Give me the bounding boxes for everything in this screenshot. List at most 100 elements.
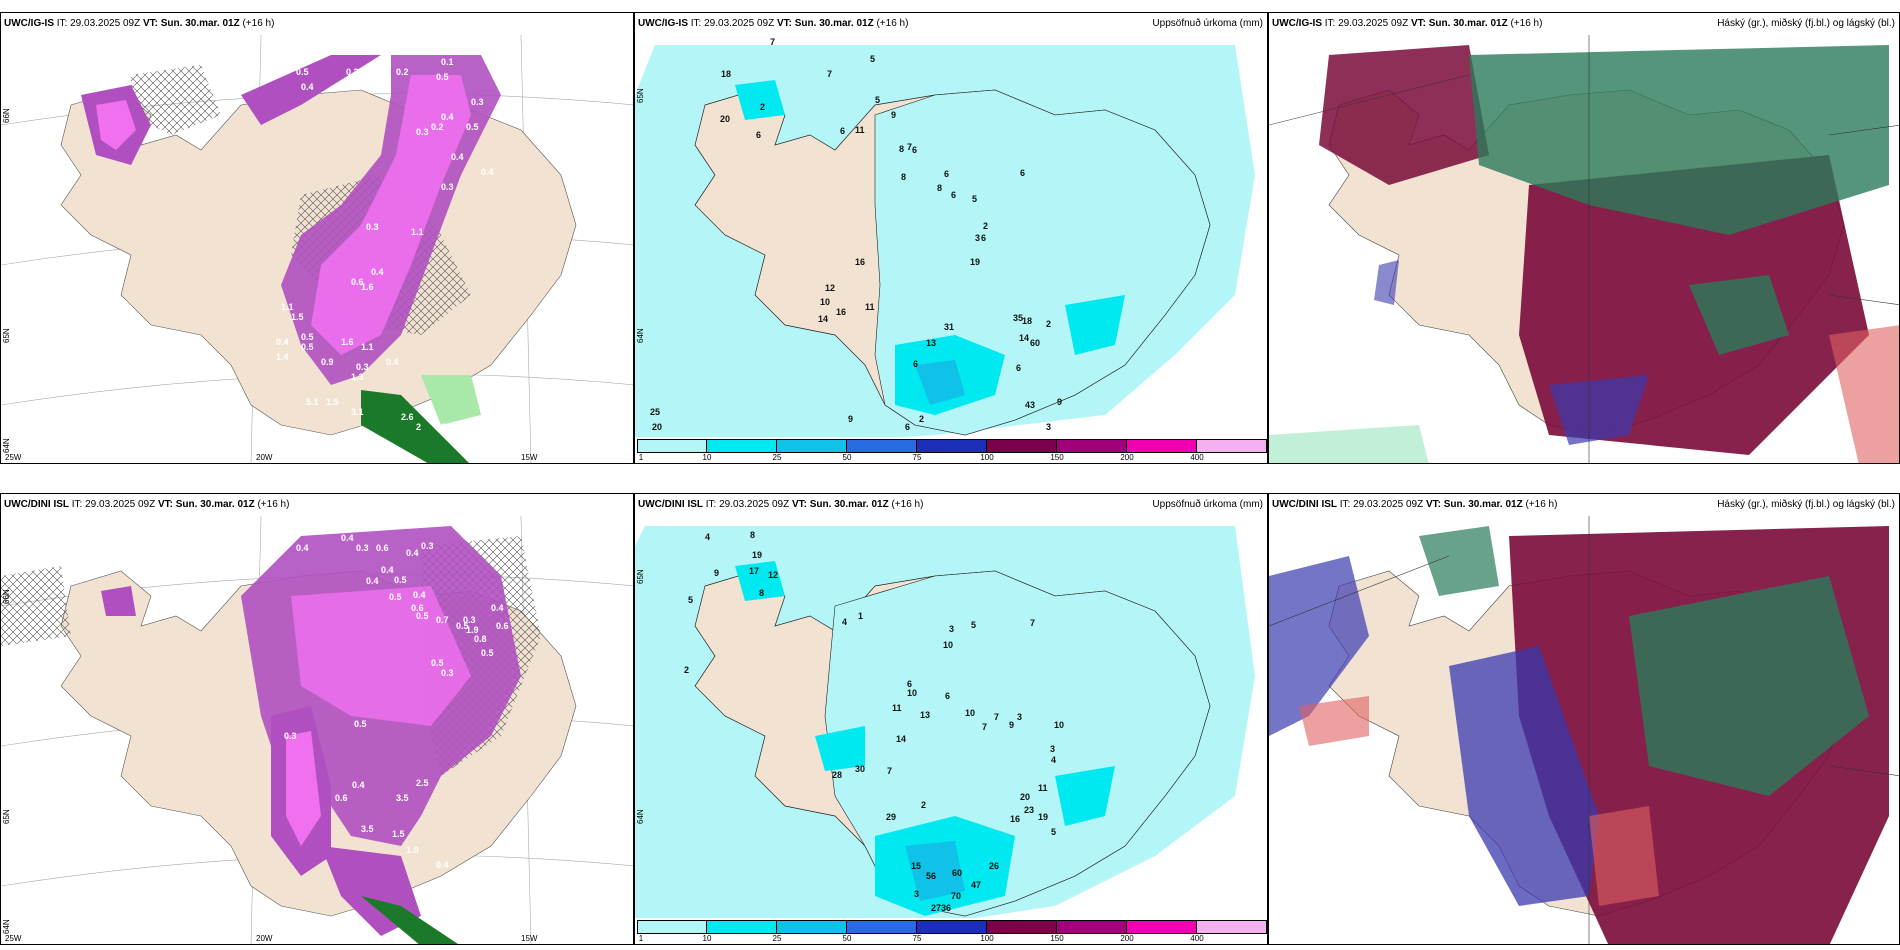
map-value-label: 0.2 (396, 67, 409, 77)
map-value-label: 1.5 (392, 829, 405, 839)
map-value-label: 2 (760, 102, 765, 112)
vt-label: VT: (142, 18, 158, 29)
colorbar-segment (1057, 439, 1127, 453)
low-cloud-area (1549, 375, 1649, 445)
snow-area (101, 586, 136, 616)
vt-value: Sun. 30.mar. 01Z (175, 499, 255, 510)
map-value-label: 0.4 (341, 533, 354, 543)
colorbar-segment (917, 439, 987, 453)
map-value-label: 0.6 (496, 621, 509, 631)
lon-label: 20W (256, 453, 273, 462)
map-value-label: 0.4 (413, 590, 426, 600)
map-value-label: 0.3 (356, 543, 369, 553)
map-value-label: 8 (899, 144, 904, 154)
map-value-label: 1.9 (466, 625, 479, 635)
colorbar-segment (847, 920, 917, 934)
map-value-label: 0.4 (296, 543, 309, 553)
lead-time: (+16 h) (891, 499, 924, 510)
map-value-label: 8 (901, 172, 906, 182)
map-value-label: 5.1 (306, 397, 319, 407)
map-value-label: 5 (870, 54, 875, 64)
colorbar-segment (987, 439, 1057, 453)
colorbar-segment (707, 439, 777, 453)
colorbar-segment (987, 920, 1057, 934)
colorbar-tick-label: 75 (912, 934, 922, 943)
map-value-label: 60 (952, 868, 962, 878)
map-value-label: 11 (892, 703, 902, 713)
it-value: 29.03.2025 09Z (719, 499, 790, 510)
mid-cloud-area (1629, 576, 1869, 796)
map-value-label: 3 (1050, 744, 1055, 754)
it-label: IT: (1324, 18, 1336, 29)
colorbar-segment (637, 439, 707, 453)
low-cloud-area (1829, 325, 1899, 463)
map-value-label: 31 (944, 322, 954, 332)
panel-top-middle: UWC/IG-IS IT: 29.03.2025 09Z VT: Sun. 30… (634, 12, 1268, 464)
map-value-label: 10 (907, 688, 917, 698)
mid-cloud-area (1419, 526, 1499, 596)
map-value-label: 0.4 (366, 576, 379, 586)
vt-value: Sun. 30.mar. 01Z (1428, 18, 1508, 29)
map-value-label: 30 (855, 764, 865, 774)
snow-area (286, 731, 321, 846)
map-accum-precip: 6775218206756119786868652636191612101416… (635, 35, 1267, 443)
map-value-label: 60 (1030, 338, 1040, 348)
map-value-label: 5 (972, 194, 977, 204)
map-value-label: 14 (1019, 333, 1029, 343)
map-value-label: 0.4 (436, 860, 449, 870)
map-value-label: 2 (684, 665, 689, 675)
map-value-label: 0.4 (491, 603, 504, 613)
map-value-label: 1.5 (291, 312, 304, 322)
map-snow-wind: 0.50.40.2 0.4 0.2 0.50.10.30.40.50.20.30.40… (1, 35, 633, 463)
map-value-label: 2 (983, 221, 988, 231)
low-cloud-area (1589, 806, 1659, 906)
map-value-label: 0.4 (371, 267, 384, 277)
lat-label: 65N (2, 328, 11, 343)
map-value-label: 7 (770, 37, 775, 47)
graticule (1269, 35, 1899, 463)
colorbar-tick-label: 200 (1120, 453, 1134, 462)
colorbar-segment (1057, 920, 1127, 934)
map-value-label: 0.6 (335, 793, 348, 803)
map-value-label: 2 (416, 422, 421, 432)
low-cloud-area (1269, 425, 1429, 463)
map-value-label: 20 (1020, 792, 1030, 802)
snow-area (96, 100, 136, 150)
colorbar-tick-label: 100 (980, 934, 994, 943)
it-label: IT: (705, 499, 717, 510)
colorbar-tick-label: 50 (842, 453, 852, 462)
mid-cloud-area (1689, 275, 1789, 355)
map-value-label: 0.1 (441, 57, 454, 67)
map-value-label: 0.5 (296, 67, 309, 77)
colorbar-segment (1127, 920, 1197, 934)
map-value-label: 11 (855, 125, 865, 135)
map-value-label: 0.3 (463, 615, 476, 625)
map-value-label: 25 (650, 407, 660, 417)
vt-label: VT: (1425, 499, 1441, 510)
model-name: UWC/DINI ISL (638, 499, 703, 510)
map-value-label: 5 (1051, 827, 1056, 837)
map-value-label: 14 (896, 734, 906, 744)
map-value-label: 16 (836, 307, 846, 317)
map-value-label: 13 (920, 710, 930, 720)
map-value-label: 6 (945, 691, 950, 701)
map-value-label: 4 (1051, 755, 1056, 765)
map-value-label: 2.5 (416, 778, 429, 788)
map-value-label: 1.0 (406, 845, 419, 855)
panel-header: UWC/IG-IS IT: 29.03.2025 09Z VT: Sun. 30… (1269, 13, 1899, 35)
map-value-label: 27 (931, 903, 941, 913)
map-value-label: 0.3 (421, 541, 434, 551)
map-value-label: 7 (887, 766, 892, 776)
map-value-label: 3 (1017, 712, 1022, 722)
map-value-label: 1.6 (341, 337, 354, 347)
map-value-label: 0.5 (436, 72, 449, 82)
map-value-label: 35 (1013, 313, 1023, 323)
map-value-label: 10 (820, 297, 830, 307)
map-value-label: 18 (1022, 316, 1032, 326)
rain-area (361, 896, 458, 944)
map-value-label: 0.7 (436, 615, 449, 625)
map-value-label: 8 (759, 588, 764, 598)
map-value-label: 0.3 (441, 668, 454, 678)
hatched-area (1, 566, 71, 646)
